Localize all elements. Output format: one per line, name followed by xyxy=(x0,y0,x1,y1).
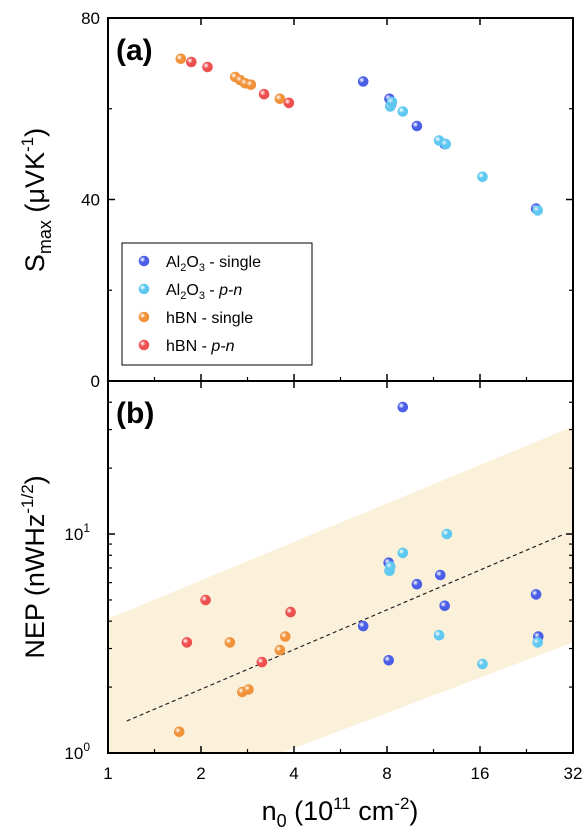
panel-label-b: (b) xyxy=(116,397,154,430)
data-point-a xyxy=(175,53,187,65)
x-title-subscript: 0 xyxy=(277,811,287,831)
data-point-b xyxy=(200,594,211,606)
y-tick-exponent: 1 xyxy=(83,521,90,535)
x-title-superscript: 11 xyxy=(333,794,351,813)
x-title-unit: (10 xyxy=(287,796,334,826)
x-title-rest: cm xyxy=(351,796,395,826)
legend-subscript: 3 xyxy=(199,262,205,274)
data-point-b xyxy=(384,561,396,572)
data-point-b xyxy=(532,637,544,648)
x-tick-label: 32 xyxy=(564,764,583,783)
legend-part: hBN - single xyxy=(166,310,253,327)
legend-italic: p-n xyxy=(218,282,242,299)
data-point-a xyxy=(274,93,286,105)
data-point-a xyxy=(532,205,544,216)
legend-label: Al2O3 - single xyxy=(166,254,261,274)
legend-marker xyxy=(138,255,150,267)
data-point-a xyxy=(386,96,398,108)
data-point-b xyxy=(530,589,542,600)
data-point-b xyxy=(433,629,445,641)
data-point-b xyxy=(357,620,369,632)
legend-part: O xyxy=(186,282,198,299)
data-point-a xyxy=(440,138,452,150)
x-title-main: n xyxy=(262,796,277,826)
legend-marker xyxy=(138,283,150,295)
data-point-b xyxy=(441,528,453,540)
legend-part: - single xyxy=(205,254,261,271)
legend-italic: p-n xyxy=(210,338,234,355)
confidence-band xyxy=(108,426,573,753)
data-point-b xyxy=(173,726,185,738)
data-point-b xyxy=(397,547,409,559)
y-tick-exponent: 0 xyxy=(83,740,90,754)
y-tick-base: 10 xyxy=(64,744,83,763)
legend-marker xyxy=(138,311,150,323)
x-tick-label: 1 xyxy=(103,764,112,783)
y-tick-label-a: 40 xyxy=(81,191,100,210)
x-title-close: ) xyxy=(409,796,418,826)
x-tick-label: 16 xyxy=(471,764,490,783)
legend-part: hBN - xyxy=(166,338,211,355)
data-point-a xyxy=(283,97,295,109)
data-point-b xyxy=(279,631,291,642)
x-title-superscript: -2 xyxy=(394,794,409,813)
y-tick-label-a: 0 xyxy=(91,372,100,391)
y-tick-label-b: 100 xyxy=(64,740,90,763)
data-point-a xyxy=(245,79,257,90)
x-tick-label: 8 xyxy=(382,764,391,783)
data-point-a xyxy=(258,88,270,100)
x-axis-title: n0 (1011 cm-2) xyxy=(262,794,419,831)
data-point-b xyxy=(285,606,296,618)
y-title-main: S xyxy=(20,254,50,272)
y-title-superscript: -1 xyxy=(18,137,37,152)
legend-label: hBN - single xyxy=(166,310,253,327)
data-point-a xyxy=(397,106,409,117)
y-title-close: ) xyxy=(20,128,50,137)
legend-label: hBN - p-n xyxy=(166,338,235,355)
y-tick-label-b: 101 xyxy=(64,521,90,544)
y-axis-title-b: NEP (nWHz-1/2) xyxy=(18,475,50,658)
y-tick-base: 10 xyxy=(64,525,83,544)
data-point-b xyxy=(397,401,409,413)
data-point-b xyxy=(181,637,193,648)
fit-line xyxy=(126,534,563,722)
data-point-a xyxy=(186,56,197,68)
y-axis-title-a: Smax (μVK-1) xyxy=(18,128,55,272)
data-point-b xyxy=(434,569,446,581)
data-point-b xyxy=(477,658,488,670)
panel-label-a: (a) xyxy=(116,34,153,67)
data-point-b xyxy=(224,637,236,648)
x-tick-label: 4 xyxy=(289,764,298,783)
x-tick-label: 2 xyxy=(196,764,205,783)
data-point-a xyxy=(357,76,369,87)
legend-part: Al xyxy=(166,282,180,299)
y-tick-label-a: 80 xyxy=(81,9,100,28)
data-point-a xyxy=(411,120,423,132)
data-point-b xyxy=(439,600,451,612)
data-point-b xyxy=(243,684,254,695)
data-point-b xyxy=(383,654,395,666)
legend-part: Al xyxy=(166,254,180,271)
data-point-a xyxy=(477,171,488,183)
legend-box xyxy=(121,242,313,366)
legend-marker xyxy=(138,339,150,351)
legend-part: O xyxy=(186,254,198,271)
data-point-a xyxy=(202,61,213,73)
y-title-unit: (μVK xyxy=(20,152,50,220)
legend-part: - xyxy=(205,282,219,299)
legend-subscript: 2 xyxy=(180,290,186,302)
legend-subscript: 2 xyxy=(180,262,186,274)
data-point-b xyxy=(256,656,268,668)
y-title-superscript: -1/2 xyxy=(18,484,37,513)
legend-label: Al2O3 - p-n xyxy=(166,282,242,302)
data-point-b xyxy=(411,578,423,590)
legend-subscript: 3 xyxy=(199,290,205,302)
y-title-main: NEP (nWHz xyxy=(20,514,50,659)
data-point-b xyxy=(274,644,286,656)
y-title-close: ) xyxy=(20,475,50,484)
y-title-subscript: max xyxy=(35,220,55,254)
